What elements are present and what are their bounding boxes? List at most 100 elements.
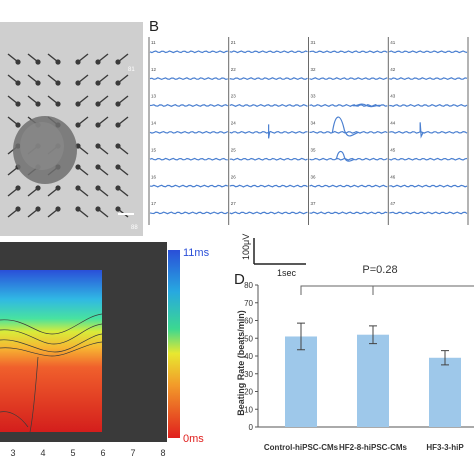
bar	[285, 336, 317, 427]
channel-label: 34	[311, 121, 317, 126]
y-tick-label: 40	[244, 352, 253, 361]
y-tick-label: 50	[244, 334, 253, 343]
channel-label: 42	[390, 67, 396, 72]
channel-trace	[309, 211, 388, 215]
colorbar-max-label: 11ms	[183, 247, 210, 259]
field-potential-spike	[331, 116, 359, 137]
channel-label: 22	[231, 67, 237, 72]
channel-label: 35	[311, 147, 317, 152]
channel-label: 16	[151, 174, 157, 179]
field-potential-spike	[335, 150, 355, 162]
trace-panel: 11 21 31 41 12 22 32 42 13 23 33 43 14 24 34 44 15 25 35 45…	[147, 37, 474, 225]
channel-label: 14	[151, 121, 157, 126]
map-x-tick: 3	[10, 448, 15, 458]
channel-trace	[389, 130, 468, 134]
panel-d-letter: D	[234, 271, 245, 288]
channel-label: 32	[311, 67, 317, 72]
y-tick-label: 20	[244, 388, 253, 397]
channel-label: 37	[311, 201, 317, 206]
field-potential-spike	[268, 124, 271, 139]
mea-photo: 81 88	[0, 22, 143, 236]
channel-label: 45	[390, 147, 396, 152]
channel-trace	[309, 77, 388, 81]
map-x-tick: 4	[40, 448, 45, 458]
channel-trace	[389, 77, 468, 81]
channel-trace	[389, 211, 468, 215]
channel-trace	[229, 157, 308, 161]
channel-label: 27	[231, 201, 237, 206]
y-tick-label: 80	[244, 281, 253, 290]
map-x-tick: 5	[70, 448, 75, 458]
channel-label: 23	[231, 94, 237, 99]
channel-label: 15	[151, 147, 157, 152]
colorbar	[168, 250, 180, 438]
channel-trace	[229, 50, 308, 54]
channel-trace	[389, 184, 468, 188]
channel-label: 12	[151, 67, 157, 72]
channel-trace	[309, 157, 388, 161]
significance-bracket	[300, 285, 474, 295]
channel-trace	[309, 104, 388, 107]
channel-label: 46	[390, 174, 396, 179]
activation-heatmap	[0, 270, 102, 432]
y-tick-label: 70	[244, 299, 253, 308]
error-bar	[297, 322, 305, 351]
channel-trace	[149, 184, 229, 188]
channel-label: 31	[311, 40, 317, 45]
channel-label: 43	[390, 94, 396, 99]
channel-trace	[229, 184, 308, 188]
channel-label: 44	[390, 121, 396, 126]
panel-b-letter: B	[149, 18, 160, 35]
y-tick-label: 60	[244, 317, 253, 326]
channel-label: 36	[311, 174, 317, 179]
channel-trace	[389, 104, 468, 107]
bar	[357, 334, 389, 427]
x-category-label: Control-hiPSC-CMs	[264, 443, 339, 452]
channel-trace	[149, 104, 229, 107]
error-bar	[441, 350, 449, 366]
channel-label: 24	[231, 121, 237, 126]
channel-label: 26	[231, 174, 237, 179]
channel-trace	[389, 157, 468, 161]
channel-label: 41	[390, 40, 396, 45]
map-x-tick: 7	[130, 448, 135, 458]
p-value-annotation: P=0.28	[362, 264, 397, 276]
field-potential-spike	[352, 103, 381, 108]
channel-trace	[149, 77, 228, 81]
beating-rate-chart: Beating Rate (beats/min) P=0.28 0 10 20 30 4…	[236, 264, 474, 452]
channel-trace	[149, 211, 229, 215]
error-bar	[369, 325, 377, 345]
channel-trace	[229, 77, 308, 81]
channel-trace	[389, 50, 468, 54]
map-x-tick: 8	[160, 448, 165, 458]
colorbar-min-label: 0ms	[183, 433, 204, 445]
mea-trace-grid: 11 21 31 41 12 22 32 42 13 23 33 43 14 24 34 44 15 25 35 45…	[148, 37, 469, 225]
trace-scale-bar: 100μV 1sec	[241, 234, 306, 278]
channel-trace	[229, 104, 308, 107]
channel-trace	[229, 211, 308, 215]
channel-label: 21	[231, 40, 237, 45]
channel-trace	[309, 130, 388, 134]
channel-label: 25	[231, 147, 237, 152]
channel-label: 17	[151, 201, 157, 206]
scale-time-label: 1sec	[277, 268, 297, 278]
y-tick-label: 0	[249, 423, 254, 432]
channel-label: 13	[151, 94, 157, 99]
channel-label: 33	[311, 94, 317, 99]
channel-trace	[309, 50, 388, 54]
x-category-label: HF3-3-hiP	[426, 443, 464, 452]
channel-trace	[149, 130, 229, 134]
x-category-label: HF2-8-hiPSC-CMs	[339, 443, 408, 452]
channel-label: 11	[151, 40, 156, 45]
activation-map-panel: 11ms 0ms 3 4 5 6 7 8	[0, 242, 228, 474]
y-tick-label: 10	[244, 405, 253, 414]
bar-chart-panel: Beating Rate (beats/min) P=0.28 0 10 20 30 4…	[228, 255, 474, 474]
electrode-label-88: 88	[131, 225, 138, 231]
mea-photo-panel: 81 88	[0, 22, 143, 236]
y-tick-label: 30	[244, 370, 253, 379]
electrode-label-81: 81	[128, 67, 135, 73]
channel-label: 47	[390, 201, 396, 206]
bar	[429, 357, 461, 427]
y-axis-label: Beating Rate (beats/min)	[236, 310, 246, 416]
scale-voltage-label: 100μV	[241, 234, 251, 260]
